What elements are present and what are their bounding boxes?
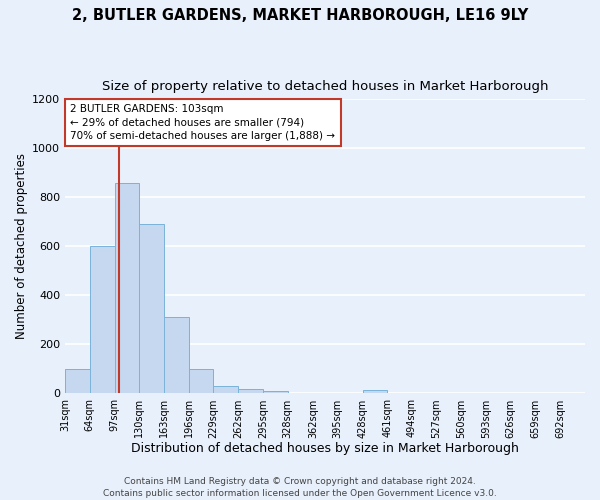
Bar	[214, 386, 238, 394]
Bar	[362, 390, 387, 394]
Title: Size of property relative to detached houses in Market Harborough: Size of property relative to detached ho…	[102, 80, 548, 93]
Bar	[65, 369, 90, 394]
Bar	[263, 391, 287, 394]
Bar	[189, 369, 214, 394]
Text: 2, BUTLER GARDENS, MARKET HARBOROUGH, LE16 9LY: 2, BUTLER GARDENS, MARKET HARBOROUGH, LE…	[72, 8, 528, 22]
Text: 2 BUTLER GARDENS: 103sqm
← 29% of detached houses are smaller (794)
70% of semi-: 2 BUTLER GARDENS: 103sqm ← 29% of detach…	[70, 104, 335, 141]
Bar	[115, 184, 139, 394]
Y-axis label: Number of detached properties: Number of detached properties	[15, 153, 28, 339]
Bar	[139, 224, 164, 394]
Bar	[90, 246, 115, 394]
Bar	[238, 389, 263, 394]
Bar	[164, 318, 189, 394]
Text: Contains HM Land Registry data © Crown copyright and database right 2024.
Contai: Contains HM Land Registry data © Crown c…	[103, 476, 497, 498]
X-axis label: Distribution of detached houses by size in Market Harborough: Distribution of detached houses by size …	[131, 442, 519, 455]
